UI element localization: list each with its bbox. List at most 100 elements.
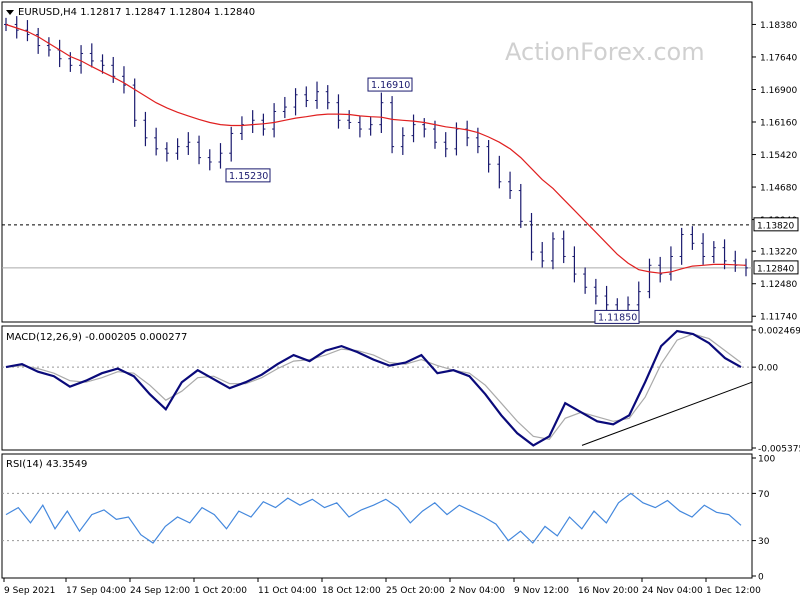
price-bar (443, 132, 448, 158)
price-bar (304, 86, 309, 108)
price-tick-label: 1.12480 (760, 280, 797, 290)
price-levels: 1.13820 1.12840 (2, 217, 799, 275)
price-tick-label: 1.14680 (760, 184, 797, 194)
x-tick-label: 2 Nov 04:00 (450, 586, 505, 596)
x-tick-label: 16 Nov 20:00 (578, 586, 639, 596)
price-header: EURUSD,H4 1.12817 1.12847 1.12804 1.1284… (6, 7, 255, 18)
macd-tick-label: 0.00 (758, 364, 778, 374)
macd-line (5, 329, 742, 447)
price-bar (379, 92, 384, 133)
x-tick-label: 18 Oct 12:00 (322, 586, 381, 596)
price-bar (111, 56, 116, 83)
price-bar (100, 54, 105, 74)
price-bar (593, 278, 598, 305)
price-bar (711, 241, 716, 264)
macd-header: MACD(12,26,9) -0.000205 0.000277 (6, 332, 187, 343)
rsi-header: RSI(14) 43.3549 (6, 459, 87, 470)
rsi-tick-label: 70 (758, 490, 770, 500)
resistance-label-box (753, 217, 799, 232)
price-bar (432, 120, 437, 149)
x-tick-label: 17 Sep 04:00 (66, 586, 126, 596)
annotation-label: 1.11850 (598, 312, 637, 323)
macd-layer: 0.002469 0.00 -0.005375 (2, 327, 800, 455)
rsi-panel (1, 453, 753, 579)
x-tick-label: 24 Sep 12:00 (130, 586, 190, 596)
price-bar (701, 233, 706, 265)
price-bar (561, 230, 566, 264)
price-tick-label: 1.16900 (760, 86, 797, 96)
price-bar (325, 85, 330, 110)
macd-tick-label: -0.005375 (758, 445, 800, 455)
price-bar (175, 138, 180, 160)
price-bar (89, 43, 94, 68)
price-bar (282, 96, 287, 119)
x-tick-label: 1 Oct 20:00 (194, 586, 247, 596)
price-bar (497, 155, 502, 189)
rsi-layer: 100 70 30 0 (2, 455, 775, 583)
price-bar (143, 111, 148, 147)
price-tick-label: 1.13220 (760, 248, 797, 258)
rsi-tick-label: 100 (758, 455, 775, 465)
price-bar (400, 127, 405, 155)
price-axis: 1.18380 1.17640 1.16900 1.16160 1.15420 1.146… (752, 21, 797, 323)
price-bar (690, 226, 695, 250)
price-bar (679, 227, 684, 265)
annotation-box (594, 309, 640, 324)
x-tick-label: 1 Dec 12:00 (706, 586, 761, 596)
current-price-label: 1.12840 (757, 264, 794, 274)
macd-trendline (581, 381, 753, 446)
price-bar (272, 103, 277, 138)
price-bar (239, 116, 244, 141)
collapse-triangle-icon[interactable] (6, 10, 14, 15)
rsi-tick-label: 30 (758, 537, 770, 547)
price-bar (550, 232, 555, 270)
watermark: ActionForex.com (505, 38, 705, 66)
x-tick-label: 9 Nov 12:00 (514, 586, 569, 596)
price-bar (79, 45, 84, 74)
price-bar (486, 140, 491, 173)
price-bar (411, 114, 416, 143)
moving-average (5, 23, 747, 274)
x-axis: 9 Sep 2021 17 Sep 04:00 24 Sep 12:00 1 Oct … (3, 578, 761, 596)
price-bars (4, 16, 748, 320)
price-bar (293, 88, 298, 116)
price-tick-label: 1.18380 (760, 21, 797, 31)
macd-tick-label: 0.002469 (758, 327, 800, 337)
price-bar (315, 81, 320, 109)
price-bar (529, 212, 534, 261)
price-bar (197, 135, 202, 165)
price-tick-label: 1.15420 (760, 151, 797, 161)
price-bar (475, 127, 480, 154)
price-bar (336, 94, 341, 129)
price-tick-label: 1.16160 (760, 119, 797, 129)
rsi-tick-label: 0 (758, 573, 764, 583)
price-annotations: 1.16910 1.15230 1.11850 (225, 77, 640, 324)
price-bar (518, 183, 523, 228)
price-bar (540, 241, 545, 268)
price-bar (25, 20, 30, 42)
price-bar (46, 37, 51, 57)
price-bar (36, 27, 41, 54)
price-bar (647, 258, 652, 299)
price-header-text: EURUSD,H4 1.12817 1.12847 1.12804 1.1284… (18, 7, 255, 18)
price-bar (636, 281, 641, 314)
price-bar (572, 246, 577, 283)
macd-panel (1, 325, 753, 451)
annotation-label: 1.15230 (229, 171, 268, 182)
price-bar (347, 110, 352, 130)
annotation-box (225, 168, 271, 183)
annotation-label: 1.16910 (371, 80, 410, 91)
price-bar (604, 285, 609, 312)
price-bar (368, 116, 373, 136)
annotation-box (367, 77, 413, 92)
price-panel (1, 1, 753, 323)
price-bar (422, 118, 427, 138)
price-bar (132, 78, 137, 127)
x-tick-label: 25 Oct 20:00 (386, 586, 445, 596)
price-bar (14, 16, 19, 39)
x-tick-label: 9 Sep 2021 (4, 586, 55, 596)
resistance-label: 1.13820 (757, 221, 794, 231)
x-tick-label: 24 Nov 04:00 (642, 586, 703, 596)
price-tick-label: 1.11740 (760, 313, 797, 323)
